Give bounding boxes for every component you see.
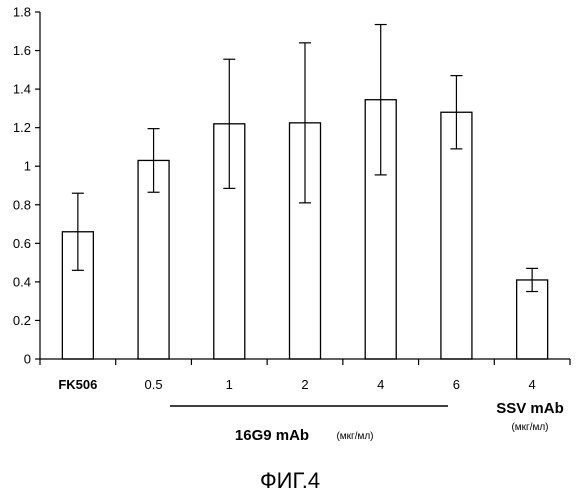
y-axis: 0 0.2 0.4 0.6 0.8 1 1.2 1.4 1.6 1.8 — [13, 5, 40, 367]
y-tick-label: 0.4 — [13, 274, 31, 289]
x-tick-label: 2 — [301, 377, 308, 392]
group-unit-16g9: (мкг/мл) — [336, 431, 373, 442]
y-tick-label: 1.6 — [13, 43, 31, 58]
x-tick-label: 6 — [453, 377, 460, 392]
group-label-16g9: 16G9 mAb — [235, 427, 309, 444]
y-tick-label: 0.6 — [13, 236, 31, 251]
x-tick-label: 1 — [226, 377, 233, 392]
x-tick-label: FK506 — [58, 377, 97, 392]
x-tick-label: 4 — [529, 377, 536, 392]
y-tick-label: 1.4 — [13, 82, 31, 97]
x-tick-label: 4 — [377, 377, 384, 392]
y-tick-label: 0.2 — [13, 313, 31, 328]
y-tick-label: 1.2 — [13, 120, 31, 135]
y-tick-label: 1.8 — [13, 5, 31, 20]
y-tick-label: 1 — [24, 159, 31, 174]
figure-label: ФИГ.4 — [260, 468, 320, 493]
x-tick-label: 0.5 — [145, 377, 163, 392]
group-unit-ssv: (мкг/мл) — [511, 422, 548, 433]
bars — [62, 25, 547, 359]
y-tick-label: 0.8 — [13, 197, 31, 212]
y-tick-label: 0 — [24, 352, 31, 367]
x-axis: FK506 0.5 1 2 4 6 4 — [40, 359, 570, 392]
group-label-ssv: SSV mAb — [496, 400, 564, 417]
